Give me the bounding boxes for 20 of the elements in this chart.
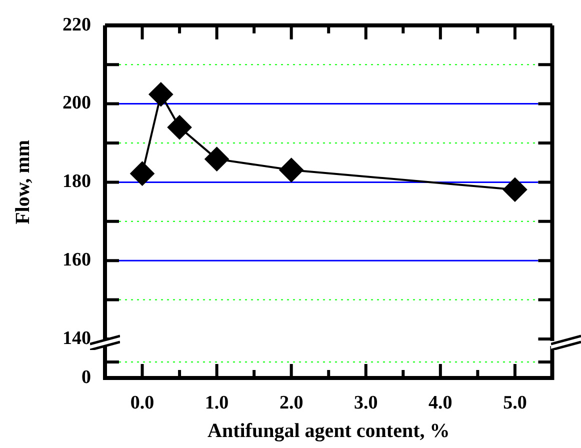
x-tick-label: 3.0	[354, 392, 378, 414]
x-axis-title: Antifungal agent content, %	[207, 420, 450, 442]
point	[168, 115, 192, 140]
y-axis-title: Flow, mm	[12, 140, 34, 224]
x-tick-label: 5.0	[503, 392, 527, 414]
x-tick-label: 1.0	[204, 392, 229, 414]
x-tick-label: 2.0	[279, 392, 304, 414]
y-tick-label: 160	[62, 250, 91, 271]
point	[502, 178, 527, 202]
y-tick-label: 180	[62, 171, 91, 192]
text: 0	[82, 366, 91, 388]
point	[279, 158, 304, 182]
point	[148, 82, 173, 106]
y-tick-label: 200	[62, 92, 91, 114]
point	[204, 147, 229, 172]
x-tick-label: 4.0	[428, 392, 452, 414]
y-tick-label: 140	[62, 328, 91, 349]
point	[130, 162, 154, 186]
y-tick-label: 220	[62, 14, 91, 36]
x-tick-label: 0.0	[130, 392, 154, 414]
